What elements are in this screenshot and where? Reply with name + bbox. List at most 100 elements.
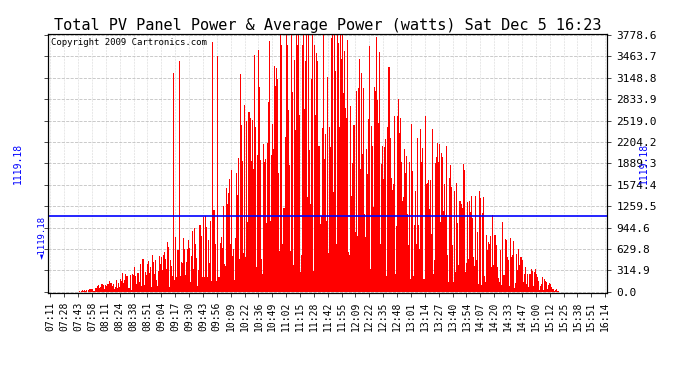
Bar	[162, 270, 163, 292]
Bar	[229, 179, 230, 292]
Bar	[81, 290, 83, 292]
Bar	[529, 274, 531, 292]
Bar	[422, 148, 424, 292]
Bar	[325, 134, 326, 292]
Bar	[400, 118, 401, 292]
Bar	[154, 274, 155, 292]
Bar	[213, 210, 215, 292]
Bar	[544, 279, 545, 292]
Bar	[92, 289, 93, 292]
Bar	[540, 286, 541, 292]
Bar	[210, 221, 211, 292]
Bar	[476, 261, 477, 292]
Bar	[108, 280, 110, 292]
Bar	[137, 273, 139, 292]
Bar	[416, 244, 417, 292]
Bar	[131, 290, 132, 292]
Bar	[199, 225, 200, 292]
Bar	[442, 157, 443, 292]
Bar	[508, 260, 509, 292]
Bar	[426, 183, 428, 292]
Bar	[374, 87, 375, 292]
Bar	[452, 244, 453, 292]
Bar	[125, 274, 126, 292]
Bar	[486, 234, 487, 292]
Bar	[525, 267, 526, 292]
Bar	[309, 150, 310, 292]
Bar	[305, 60, 306, 292]
Bar	[276, 68, 277, 292]
Bar	[159, 256, 160, 292]
Bar	[331, 38, 332, 292]
Bar	[235, 238, 236, 292]
Bar	[344, 51, 345, 292]
Bar	[481, 285, 482, 292]
Bar	[121, 281, 122, 292]
Bar	[209, 263, 210, 292]
Bar	[401, 162, 402, 292]
Bar	[195, 244, 196, 292]
Bar	[110, 282, 112, 292]
Bar	[124, 280, 125, 292]
Bar	[197, 286, 198, 292]
Bar	[263, 144, 264, 292]
Bar	[223, 206, 224, 292]
Bar	[462, 164, 464, 292]
Bar	[290, 33, 292, 292]
Bar	[303, 33, 304, 292]
Bar	[378, 123, 380, 292]
Bar	[299, 115, 300, 292]
Bar	[453, 282, 454, 292]
Bar	[190, 282, 191, 292]
Bar	[464, 272, 466, 292]
Bar	[513, 241, 514, 292]
Bar	[116, 280, 117, 292]
Bar	[188, 240, 189, 292]
Bar	[402, 201, 403, 292]
Bar	[495, 245, 497, 292]
Bar	[270, 221, 271, 292]
Bar	[165, 259, 166, 292]
Bar	[128, 288, 129, 292]
Bar	[455, 272, 456, 292]
Bar	[433, 274, 434, 292]
Bar	[445, 215, 446, 292]
Bar	[482, 213, 483, 292]
Bar	[112, 284, 114, 292]
Bar	[317, 60, 319, 292]
Bar	[550, 284, 551, 292]
Bar	[514, 288, 515, 292]
Bar	[377, 100, 378, 292]
Bar	[516, 254, 517, 292]
Bar	[395, 226, 397, 292]
Bar	[273, 149, 274, 292]
Bar	[553, 288, 554, 292]
Bar	[286, 45, 288, 292]
Bar	[430, 180, 431, 292]
Bar	[160, 264, 161, 292]
Bar	[388, 67, 390, 292]
Bar	[302, 45, 303, 292]
Bar	[224, 264, 225, 292]
Bar	[183, 238, 184, 292]
Bar	[315, 116, 317, 292]
Bar	[519, 265, 520, 292]
Bar	[226, 188, 227, 292]
Bar	[146, 264, 148, 292]
Bar	[382, 146, 384, 292]
Bar	[324, 159, 325, 292]
Bar	[237, 195, 238, 292]
Text: ◄1119.18: ◄1119.18	[38, 216, 47, 259]
Bar	[348, 252, 349, 292]
Bar	[491, 267, 493, 292]
Bar	[304, 109, 305, 292]
Bar	[330, 147, 331, 292]
Bar	[274, 66, 275, 292]
Bar	[363, 88, 364, 292]
Bar	[384, 147, 386, 292]
Bar	[267, 144, 268, 292]
Bar	[296, 33, 297, 292]
Bar	[551, 287, 552, 292]
Bar	[501, 285, 502, 292]
Bar	[122, 273, 123, 292]
